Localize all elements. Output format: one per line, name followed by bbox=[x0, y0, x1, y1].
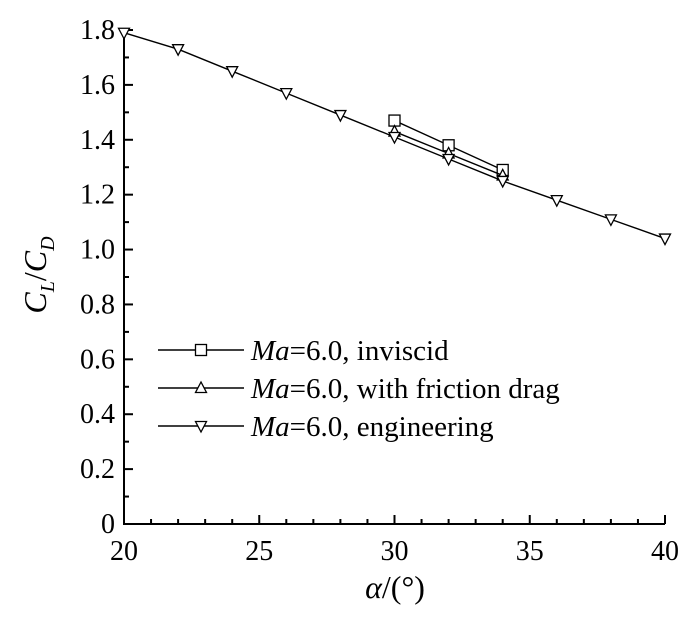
series-2 bbox=[387, 124, 510, 181]
data-point-triangle-down bbox=[171, 44, 185, 57]
data-point-triangle-down bbox=[194, 420, 208, 434]
data-point-triangle-down bbox=[117, 27, 131, 41]
legend: Ma=6.0, inviscid Ma=6.0, with friction dr… bbox=[158, 335, 560, 443]
data-point-triangle-down bbox=[550, 195, 564, 208]
y-axis-label: CL/CD bbox=[17, 236, 59, 314]
y-tick-label: 1.8 bbox=[80, 15, 115, 46]
x-tick-label: 35 bbox=[516, 536, 544, 567]
y-tick-label: 0.6 bbox=[80, 344, 115, 375]
x-tick-label: 20 bbox=[110, 536, 138, 567]
x-tick-label: 25 bbox=[245, 536, 273, 567]
data-point-triangle-down bbox=[387, 131, 402, 145]
legend-label: Ma=6.0, with friction drag bbox=[250, 373, 560, 405]
data-point-triangle-down bbox=[279, 87, 293, 101]
legend-entry: Ma=6.0, with friction drag bbox=[158, 373, 560, 405]
series-1 bbox=[388, 114, 509, 177]
y-tick-label: 0.8 bbox=[80, 289, 115, 320]
axes: 20 25 30 35 40 0 0.2 0.4 0.6 0.8 1.0 1.2 1.4 1.6 1.8 bbox=[80, 15, 679, 567]
data-point-triangle-down bbox=[496, 175, 510, 189]
legend-entry: Ma=6.0, inviscid bbox=[158, 335, 449, 367]
legend-label: Ma=6.0, engineering bbox=[250, 411, 494, 443]
series-3 bbox=[117, 27, 672, 246]
x-tick-label: 30 bbox=[381, 536, 409, 567]
data-point-triangle-down bbox=[333, 109, 347, 123]
x-axis-label: α/(°) bbox=[365, 569, 425, 605]
y-tick-label: 1.6 bbox=[80, 70, 115, 101]
legend-label: Ma=6.0, inviscid bbox=[250, 335, 449, 367]
data-point-triangle-down bbox=[658, 233, 672, 246]
axis-frame bbox=[123, 30, 665, 525]
data-point-square bbox=[194, 343, 208, 357]
data-point-triangle-down bbox=[604, 214, 618, 227]
y-tick-label: 1.2 bbox=[80, 180, 115, 211]
y-tick-label: 1.0 bbox=[80, 235, 115, 266]
y-tick-label: 0.4 bbox=[80, 399, 115, 430]
data-point-triangle-down bbox=[225, 66, 239, 79]
y-tick-label: 0.2 bbox=[80, 454, 115, 485]
legend-entry: Ma=6.0, engineering bbox=[158, 411, 494, 443]
y-tick-label: 0 bbox=[101, 509, 115, 540]
series-layer bbox=[117, 27, 672, 246]
x-tick-label: 40 bbox=[651, 536, 679, 567]
y-tick-label: 1.4 bbox=[80, 125, 115, 156]
data-point-triangle-up bbox=[194, 380, 208, 394]
data-point-triangle-down bbox=[442, 153, 456, 167]
